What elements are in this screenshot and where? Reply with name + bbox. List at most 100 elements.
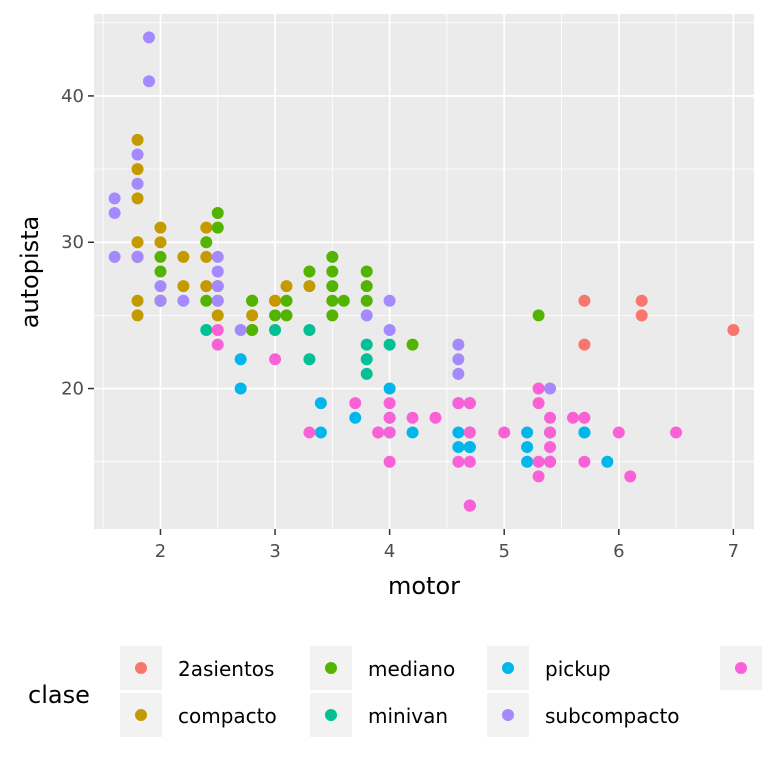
data-point [383,338,396,351]
x-tick-label: 3 [269,541,280,562]
data-point [131,192,144,205]
major-gridlines [94,14,754,529]
x-tick-label: 7 [728,541,739,562]
data-point [383,397,396,410]
data-point [372,426,385,439]
data-point [131,163,144,176]
data-point [326,265,339,278]
data-point [143,31,155,44]
data-point [383,382,396,395]
legend-item: subcompacto [487,693,680,737]
data-point [211,265,224,278]
data-point [601,455,614,468]
data-point [211,324,224,337]
data-point [200,250,213,263]
data-point [463,455,476,468]
data-point [452,397,465,410]
data-point [383,324,396,337]
data-point [131,309,144,322]
data-point [360,309,373,322]
legend-label: pickup [545,657,611,681]
data-point [532,455,545,468]
data-point [406,426,419,439]
data-point [234,382,247,395]
data-point [383,411,396,424]
data-point [154,265,167,278]
data-point [521,426,534,439]
plot-panel [94,14,754,529]
legend-item: pickup [487,646,611,690]
data-point [211,206,224,219]
data-point [131,250,144,263]
data-point [383,455,396,468]
data-point [612,426,625,439]
legend-marker [135,662,147,674]
data-point [280,309,293,322]
legend-item [720,646,762,690]
legend-label: subcompacto [545,704,680,728]
data-point [234,353,247,366]
x-tick-label: 6 [613,541,624,562]
data-point [326,309,339,322]
data-point [108,250,121,263]
data-point [269,324,282,337]
data-point [566,411,579,424]
x-axis-title: motor [388,572,460,600]
data-point [314,426,327,439]
data-point [280,280,293,293]
data-point [532,382,545,395]
data-point [200,324,213,337]
data-point [200,236,213,249]
data-point [269,353,282,366]
data-point [211,280,224,293]
legend-marker [502,662,514,674]
legend-marker [325,709,337,721]
data-point [131,133,144,146]
data-point [246,309,259,322]
legend-item: compacto [120,693,277,737]
data-point [463,499,476,512]
data-points [108,31,740,512]
data-point [131,177,144,190]
legend-marker [325,662,337,674]
data-point [177,280,190,293]
data-point [154,221,167,234]
legend-marker [502,709,514,721]
data-point [143,75,155,88]
data-point [303,280,316,293]
data-point [349,397,362,410]
data-point [452,353,465,366]
legend-label: compacto [178,704,277,728]
data-point [578,411,591,424]
data-point [544,455,557,468]
legend: 2asientos compacto mediano minivan pickup sub… [120,646,762,737]
data-point [246,294,259,307]
data-point [211,309,224,322]
data-point [211,250,224,263]
data-point [406,338,419,351]
data-point [578,294,591,307]
data-point [452,441,465,454]
data-point [406,411,419,424]
data-point [452,338,465,351]
data-point [383,426,396,439]
data-point [578,338,591,351]
data-point [200,294,213,307]
legend-marker [735,662,747,674]
data-point [131,148,144,161]
data-point [360,367,373,380]
data-point [635,294,648,307]
data-point [360,353,373,366]
y-axis: 20 30 40 [61,86,94,400]
data-point [337,294,350,307]
data-point [578,455,591,468]
x-tick-label: 2 [155,541,166,562]
data-point [521,441,534,454]
data-point [154,294,167,307]
data-point [177,294,190,307]
y-tick-label: 30 [61,232,84,253]
y-tick-label: 40 [61,86,84,107]
data-point [326,280,339,293]
data-point [349,411,362,424]
